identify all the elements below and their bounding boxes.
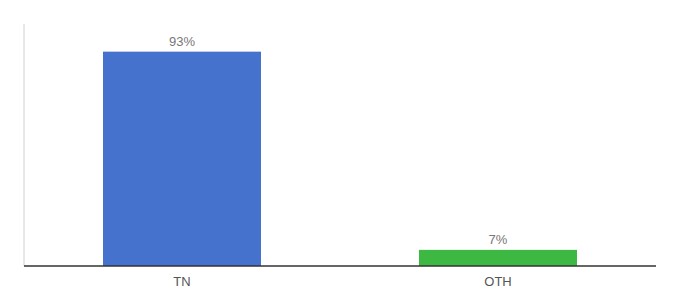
y-axis-line [24,24,25,266]
bar [103,52,261,266]
bars [103,52,577,266]
x-axis-line [24,265,656,267]
data-label: 7% [489,232,508,247]
chart-container: 93% 7% TN OTH [0,0,680,300]
x-tick-label: TN [173,274,190,289]
x-tick-label: OTH [484,274,511,289]
bar [419,250,577,266]
data-label: 93% [169,34,195,49]
chart: 93% 7% TN OTH [0,0,680,300]
